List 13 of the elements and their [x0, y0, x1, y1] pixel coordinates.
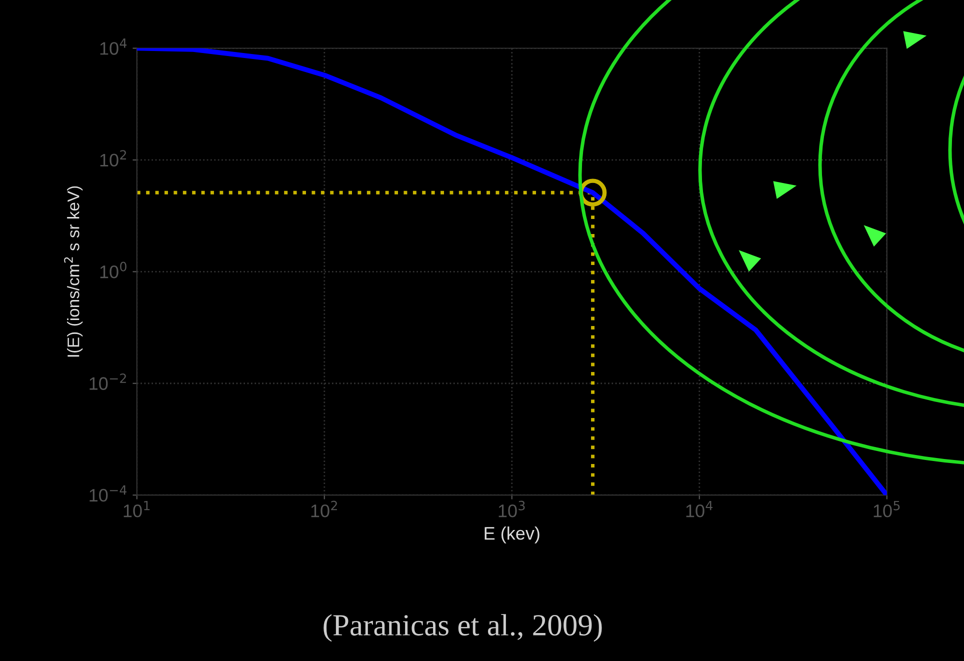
text: (Paranicas et al., 2009) — [324, 614, 602, 642]
x-tick-label: 10$^{2}$ — [311, 500, 337, 518]
x-axis-title: E (kev) — [484, 526, 540, 544]
x-tick-label: 10$^{1}$ — [124, 500, 150, 518]
x-tick-label: 10$^{5}$ — [874, 500, 900, 518]
y-tick-label: 10$^{2}$ — [100, 150, 126, 167]
x-tick-label: 10$^{4}$ — [686, 500, 713, 518]
y-tick-label: 10$^{0}$ — [100, 262, 126, 278]
y-tick-label: 10$^{−4}$ — [90, 485, 126, 502]
x-tick-label: 10$^{3}$ — [498, 500, 525, 518]
y-axis-title: I(E) (ions/cm$^{2}$ s sr keV) — [64, 186, 83, 357]
y-tick-label: 10$^{4}$ — [100, 38, 127, 55]
y-tick-label: 10$^{−2}$ — [90, 373, 126, 390]
